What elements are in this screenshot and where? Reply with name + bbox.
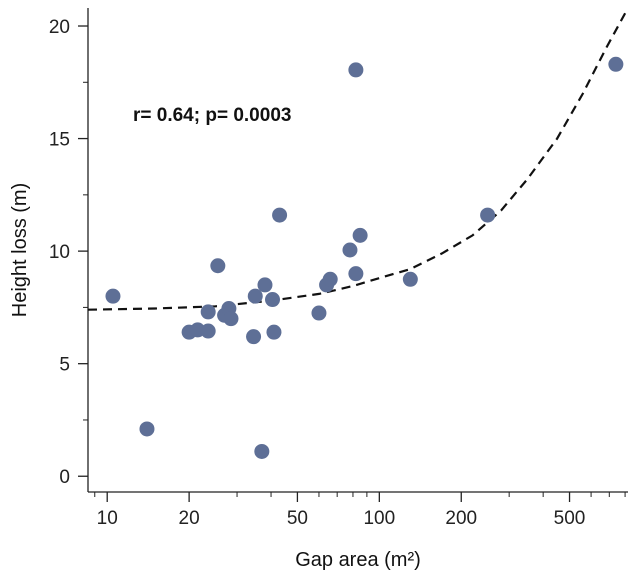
data-point-5 xyxy=(200,323,216,339)
y-axis-title: Height loss (m) xyxy=(9,183,31,317)
x-tick-label-200: 200 xyxy=(445,508,477,529)
data-point-6 xyxy=(200,304,216,320)
x-axis-title: Gap area (m²) xyxy=(295,549,421,571)
y-tick-label-5: 5 xyxy=(59,355,70,376)
axes xyxy=(87,8,628,493)
y-tick-label-10: 10 xyxy=(49,242,70,263)
data-point-13 xyxy=(254,443,270,459)
x-tick-label-500: 500 xyxy=(554,508,586,529)
data-point-11 xyxy=(246,329,262,345)
fit-curve xyxy=(87,7,629,311)
data-point-21 xyxy=(342,242,358,258)
data-point-12 xyxy=(247,288,263,304)
y-tick-label-20: 20 xyxy=(49,17,70,38)
data-point-7 xyxy=(210,258,226,274)
y-tick-label-0: 0 xyxy=(59,467,70,488)
data-point-26 xyxy=(480,207,496,223)
ticks: 10 20 50 100 200 500 0 5 10 15 20 xyxy=(49,17,626,529)
data-point-25 xyxy=(402,271,418,287)
data-point-1 xyxy=(105,288,121,304)
data-point-17 xyxy=(272,207,288,223)
data-points xyxy=(105,56,624,459)
x-tick-label-10: 10 xyxy=(97,508,118,529)
data-point-16 xyxy=(266,324,282,340)
data-point-18 xyxy=(311,305,327,321)
data-point-20 xyxy=(322,271,338,287)
data-point-15 xyxy=(265,292,281,308)
data-point-27 xyxy=(608,56,624,72)
data-point-24 xyxy=(352,227,368,243)
x-tick-label-50: 50 xyxy=(287,508,308,529)
data-point-14 xyxy=(257,277,273,293)
x-tick-label-100: 100 xyxy=(363,508,395,529)
y-tick-label-15: 15 xyxy=(49,130,70,151)
data-point-10 xyxy=(223,311,239,327)
data-point-22 xyxy=(348,62,364,78)
data-point-2 xyxy=(139,421,155,437)
data-point-23 xyxy=(348,266,364,282)
x-tick-label-20: 20 xyxy=(179,508,200,529)
correlation-annotation: r= 0.64; p= 0.0003 xyxy=(133,105,291,126)
